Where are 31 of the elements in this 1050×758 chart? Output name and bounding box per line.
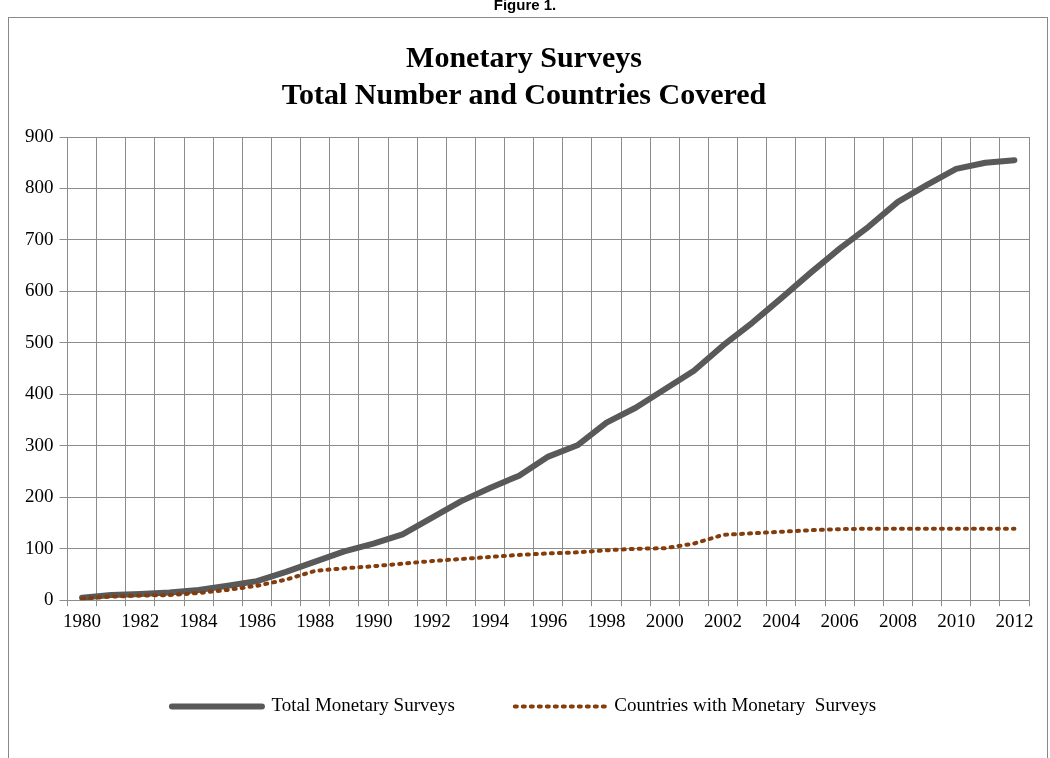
x-tick-label: 2002 xyxy=(704,609,743,631)
y-tick-label: 200 xyxy=(25,485,54,507)
x-tick-label: 1984 xyxy=(179,609,219,631)
x-tick-label: 1982 xyxy=(121,609,160,631)
x-tick-label: 1980 xyxy=(63,609,102,631)
x-tick-label: 2008 xyxy=(878,609,917,631)
x-tick-label: 1986 xyxy=(237,609,276,631)
legend-label: Countries with Monetary Surveys xyxy=(614,694,877,716)
y-tick-label: 700 xyxy=(25,227,54,249)
y-tick-label: 300 xyxy=(25,433,54,455)
x-tick-label: 1988 xyxy=(296,609,335,631)
x-tick-label: 2006 xyxy=(820,609,859,631)
x-tick-label: 1994 xyxy=(470,609,510,631)
x-tick-label: 1992 xyxy=(412,609,451,631)
y-tick-label: 600 xyxy=(25,279,54,301)
y-tick-label: 500 xyxy=(25,330,54,352)
x-tick-label: 2010 xyxy=(937,609,976,631)
y-tick-label: 400 xyxy=(25,382,54,404)
y-tick-label: 0 xyxy=(44,588,54,610)
chart-title: Monetary Surveys Total Number and Countries Covered xyxy=(281,39,767,110)
x-tick-label: 2012 xyxy=(995,609,1034,631)
x-tick-label: 1998 xyxy=(587,609,626,631)
x-tick-label: 1990 xyxy=(354,609,393,631)
x-tick-label: 1996 xyxy=(529,609,568,631)
x-tick-label: 2004 xyxy=(762,609,801,631)
y-tick-label: 800 xyxy=(25,176,54,198)
y-tick-label: 100 xyxy=(25,536,54,558)
line-series xyxy=(80,526,1017,601)
legend-label: Total Monetary Surveys xyxy=(271,694,455,716)
x-tick-label: 2000 xyxy=(645,609,684,631)
y-tick-label: 900 xyxy=(25,124,54,146)
